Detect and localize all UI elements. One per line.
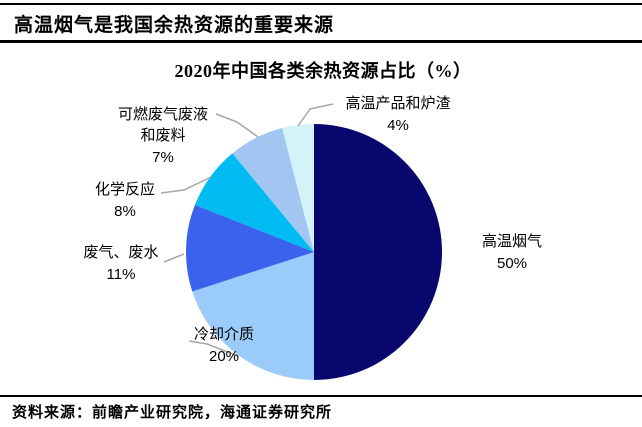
pie-label-3: 化学反应 8% [95, 180, 155, 222]
pie-slice-0 [314, 124, 442, 380]
pie-slice-5 [282, 124, 314, 252]
pie-label-1: 冷却介质 20% [194, 325, 254, 367]
pie-label-0: 高温烟气 50% [482, 232, 542, 274]
pie-label-value: 20% [208, 348, 240, 365]
top-rule [0, 3, 642, 5]
leader-line [215, 113, 259, 138]
pie-label-value: 50% [496, 255, 528, 272]
leader-line [297, 103, 334, 127]
pie-slice-2 [185, 204, 314, 292]
pie-slice-4 [232, 128, 314, 252]
leader-line [160, 176, 212, 194]
pie-label-text: 高温产品和炉渣 [345, 96, 451, 112]
pie-slice-3 [194, 153, 314, 252]
pie-slice-1 [192, 252, 314, 380]
leader-line [188, 340, 239, 357]
pie-label-text: 冷却介质 [193, 327, 255, 343]
header-rule [0, 40, 642, 43]
footer-rule [0, 395, 642, 397]
pie-label-value: 8% [114, 203, 136, 220]
pie-label-2: 废气、废水 11% [83, 243, 158, 285]
pie-label-5: 高温产品和炉渣 4% [345, 94, 450, 136]
pie-label-value: 11% [106, 266, 136, 283]
pie-label-4: 可燃废气废液 和废料 7% [118, 105, 208, 168]
pie-label-text: 废气、废水 [83, 245, 159, 261]
pie-label-text: 可燃废气废液 和废料 [117, 107, 209, 144]
pie-label-text: 化学反应 [94, 182, 156, 198]
pie-label-value: 4% [387, 117, 409, 134]
source-note: 资料来源：前瞻产业研究院，海通证券研究所 [12, 405, 333, 421]
pie-label-text: 高温烟气 [481, 234, 543, 250]
leader-line [163, 253, 185, 263]
pie-label-value: 7% [152, 149, 174, 166]
page-title: 高温烟气是我国余热资源的重要来源 [14, 15, 335, 36]
chart-title: 2020年中国各类余热资源占比（%） [174, 61, 472, 81]
